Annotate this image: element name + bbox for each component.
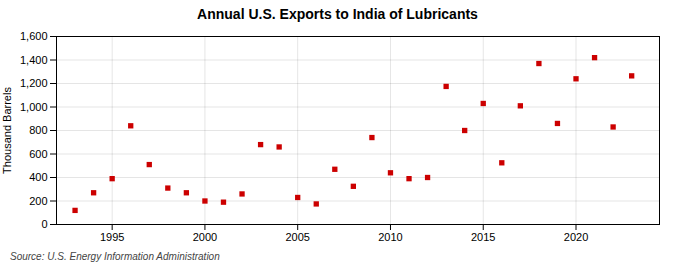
svg-text:1995: 1995: [100, 231, 124, 243]
svg-text:1,400: 1,400: [20, 54, 48, 66]
svg-text:600: 600: [29, 148, 47, 160]
svg-text:800: 800: [29, 124, 47, 136]
svg-text:2015: 2015: [471, 231, 495, 243]
svg-text:1,000: 1,000: [20, 101, 48, 113]
svg-text:200: 200: [29, 195, 47, 207]
svg-text:1,600: 1,600: [20, 30, 48, 42]
svg-text:400: 400: [29, 171, 47, 183]
svg-text:2005: 2005: [285, 231, 309, 243]
svg-text:0: 0: [41, 218, 47, 230]
html-text:Annual U.S. Exports to India o: Annual U.S. Exports to India of Lubrican…: [197, 6, 478, 22]
html-text:Source: U.S. Energy Informatio: Source: U.S. Energy Information Administ…: [10, 251, 220, 262]
svg-text:1,200: 1,200: [20, 77, 48, 89]
svg-text:2010: 2010: [378, 231, 402, 243]
svg-text:2000: 2000: [193, 231, 217, 243]
svg-text:Thousand Barrels: Thousand Barrels: [1, 87, 13, 174]
svg-text:2020: 2020: [564, 231, 588, 243]
